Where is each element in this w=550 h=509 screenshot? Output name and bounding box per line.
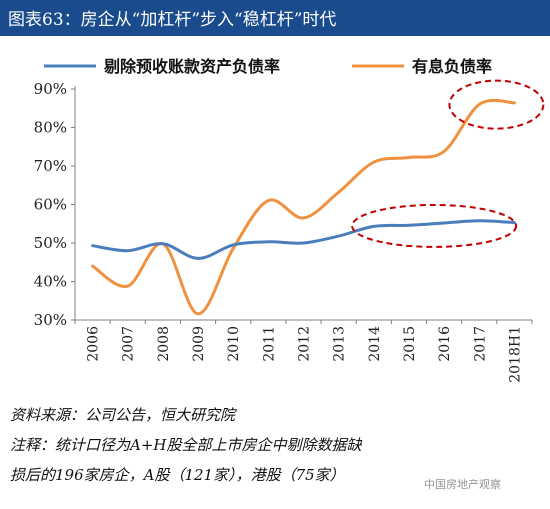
line-chart: 90% 80% 70% 60% 50% 40% 30% 2006 2007 2008 2009 201… xyxy=(34,57,545,383)
footnote-line-2: 损后的196家房企，A股（121家），港股（75家） xyxy=(10,466,345,484)
y-tick-label: 80% xyxy=(34,119,67,137)
x-tick-label: 2017 xyxy=(472,326,488,362)
x-tick-label: 2013 xyxy=(332,326,348,362)
watermark: 中国房地产观察 xyxy=(424,478,501,491)
footnote-line-1: 注释：统计口径为A+H股全部上市房企中剔除数据缺 xyxy=(10,436,362,454)
x-tick-label: 2011 xyxy=(261,326,277,362)
source-note: 资料来源：公司公告，恒大研究院 xyxy=(10,406,236,424)
x-tick-label: 2018H1 xyxy=(507,326,523,383)
x-tick-label: 2014 xyxy=(367,326,383,362)
x-tick-label: 2006 xyxy=(86,326,102,362)
series-line-1 xyxy=(91,219,516,260)
y-tick-label: 70% xyxy=(34,157,67,175)
x-tick-label: 2015 xyxy=(402,326,418,362)
y-tick-label: 90% xyxy=(34,80,67,98)
title-bar: 图表63：房企从“加杠杆”步入“稳杠杆”时代 xyxy=(0,0,550,36)
x-tick-label: 2016 xyxy=(437,326,453,362)
x-tick-label: 2007 xyxy=(121,326,137,362)
y-tick-label: 50% xyxy=(34,234,67,252)
x-tick-label: 2010 xyxy=(226,326,242,362)
series-line-2 xyxy=(91,98,516,316)
y-tick-label: 40% xyxy=(34,273,67,291)
x-tick-label: 2009 xyxy=(191,326,207,362)
legend-label-1: 剔除预收账款资产负债率 xyxy=(103,57,280,76)
x-tick-label: 2012 xyxy=(297,326,313,362)
y-tick-label: 60% xyxy=(34,196,67,214)
y-tick-label: 30% xyxy=(34,311,67,329)
highlight-ellipse-top xyxy=(448,79,545,130)
legend-label-2: 有息负债率 xyxy=(412,57,492,76)
highlight-ellipse-bottom xyxy=(351,203,518,248)
x-tick-label: 2008 xyxy=(156,326,172,362)
chart-title: 图表63：房企从“加杠杆”步入“稳杠杆”时代 xyxy=(8,10,337,30)
